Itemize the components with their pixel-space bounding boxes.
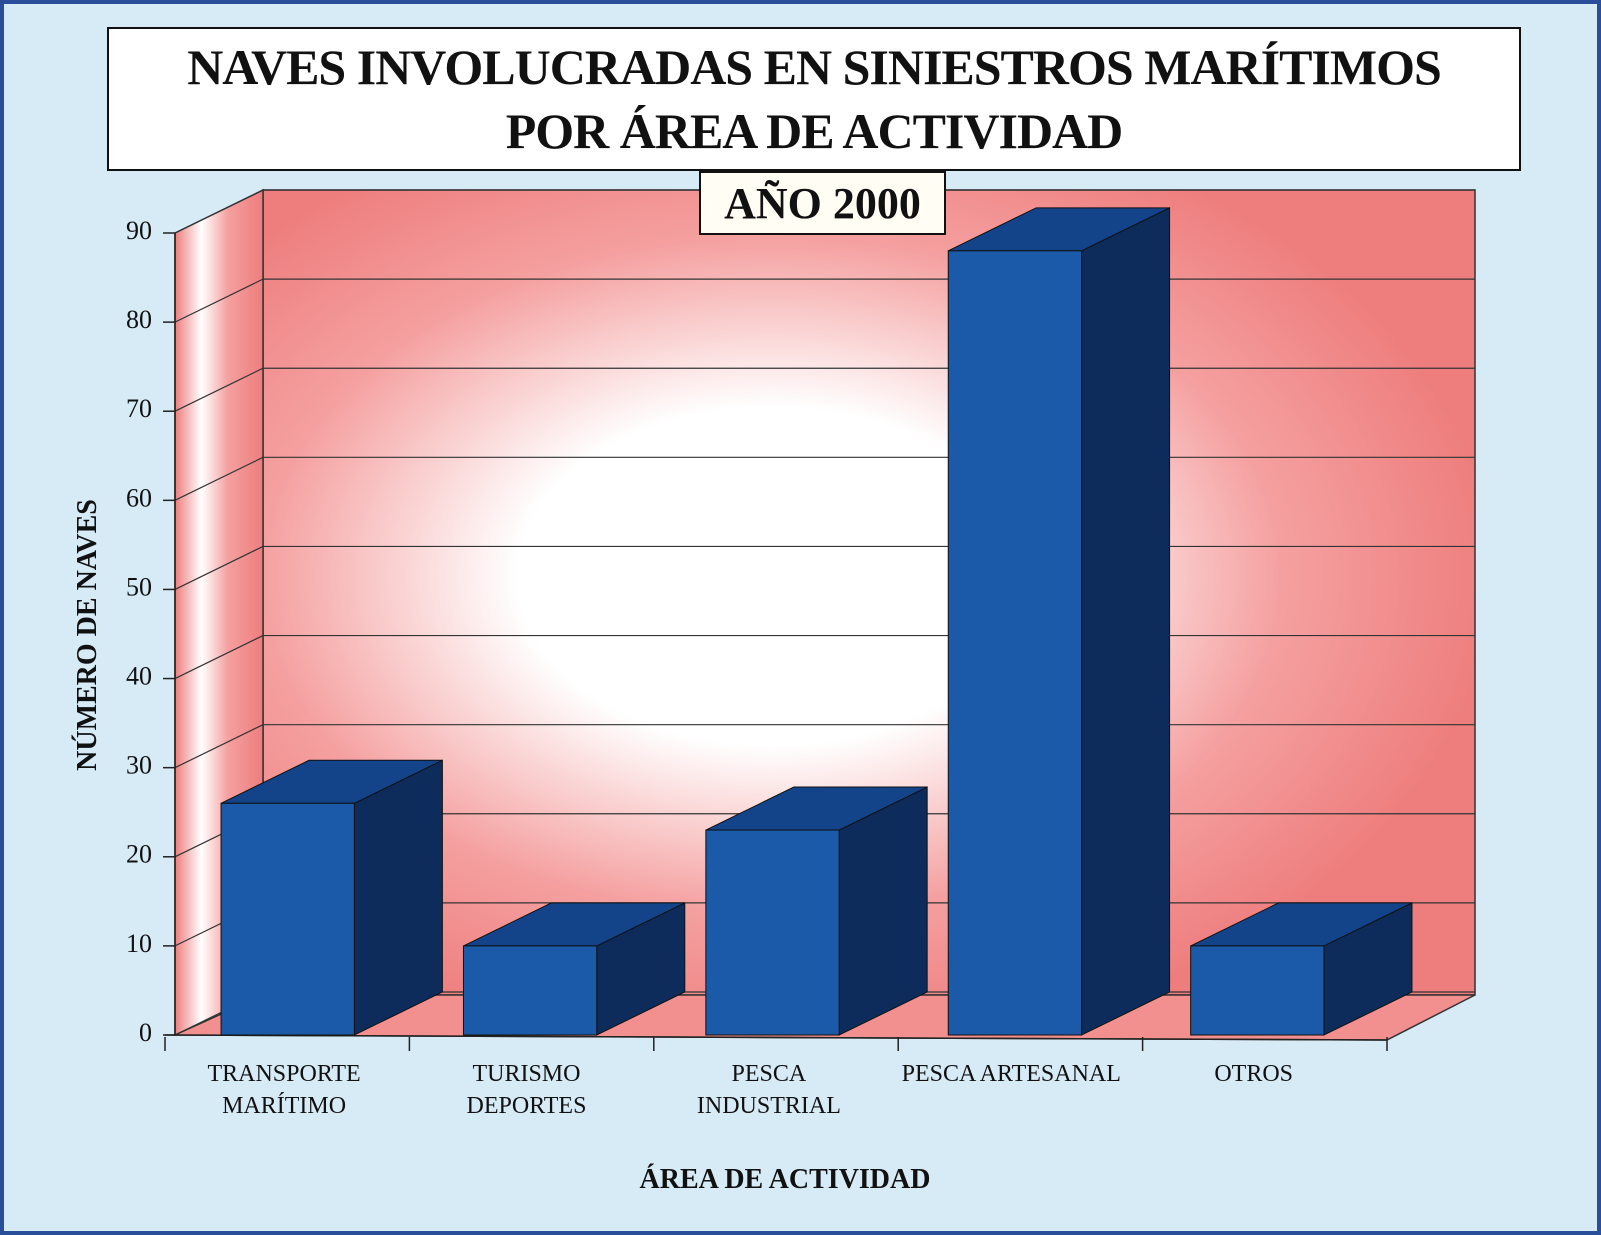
chart-title: NAVES INVOLUCRADAS EN SINIESTROS MARÍTIM… xyxy=(187,39,1442,159)
x-axis xyxy=(164,1034,1388,1041)
grid-line xyxy=(174,278,264,323)
bar xyxy=(1190,945,1325,1036)
y-tick-label: 30 xyxy=(126,751,152,780)
x-tick-label: PESCA INDUSTRIAL xyxy=(696,1061,841,1119)
y-tick-label: 60 xyxy=(126,483,152,512)
x-tick-label: TURISMO DEPORTES xyxy=(466,1061,587,1119)
y-tick-label: 80 xyxy=(126,305,152,334)
y-axis-label: NÚMERO DE NAVES xyxy=(72,499,103,771)
grid-line xyxy=(174,635,264,680)
x-tick-label: TRANSPORTE MARÍTIMO xyxy=(207,1061,361,1119)
subtitle-box xyxy=(699,171,946,235)
y-tick-label: 70 xyxy=(126,394,152,423)
bar xyxy=(220,802,355,1036)
y-tick-label: 90 xyxy=(126,216,152,245)
x-axis-label: ÁREA DE ACTIVIDAD xyxy=(639,1164,931,1195)
bar-side xyxy=(1081,207,1171,1036)
bar-side xyxy=(353,759,443,1036)
y-tick-label: 40 xyxy=(126,662,152,691)
grid-line xyxy=(174,545,264,590)
y-tick-label: 50 xyxy=(126,572,152,601)
y-tick-label: 0 xyxy=(139,1018,152,1047)
grid-line xyxy=(174,367,264,412)
chart-subtitle: AÑO 2000 xyxy=(724,178,921,228)
grid-line xyxy=(174,724,264,769)
bar xyxy=(947,250,1083,1036)
bar xyxy=(462,945,598,1036)
x-tick-label: PESCA ARTESANAL xyxy=(901,1061,1121,1087)
bar-side xyxy=(838,786,928,1036)
grid-line xyxy=(174,456,264,501)
title-box xyxy=(107,27,1521,171)
y-tick-label: 10 xyxy=(126,929,152,958)
x-tick-label: OTROS xyxy=(1214,1061,1294,1087)
bar xyxy=(705,829,840,1036)
y-tick-label: 20 xyxy=(126,840,152,869)
grid-line xyxy=(174,189,264,234)
